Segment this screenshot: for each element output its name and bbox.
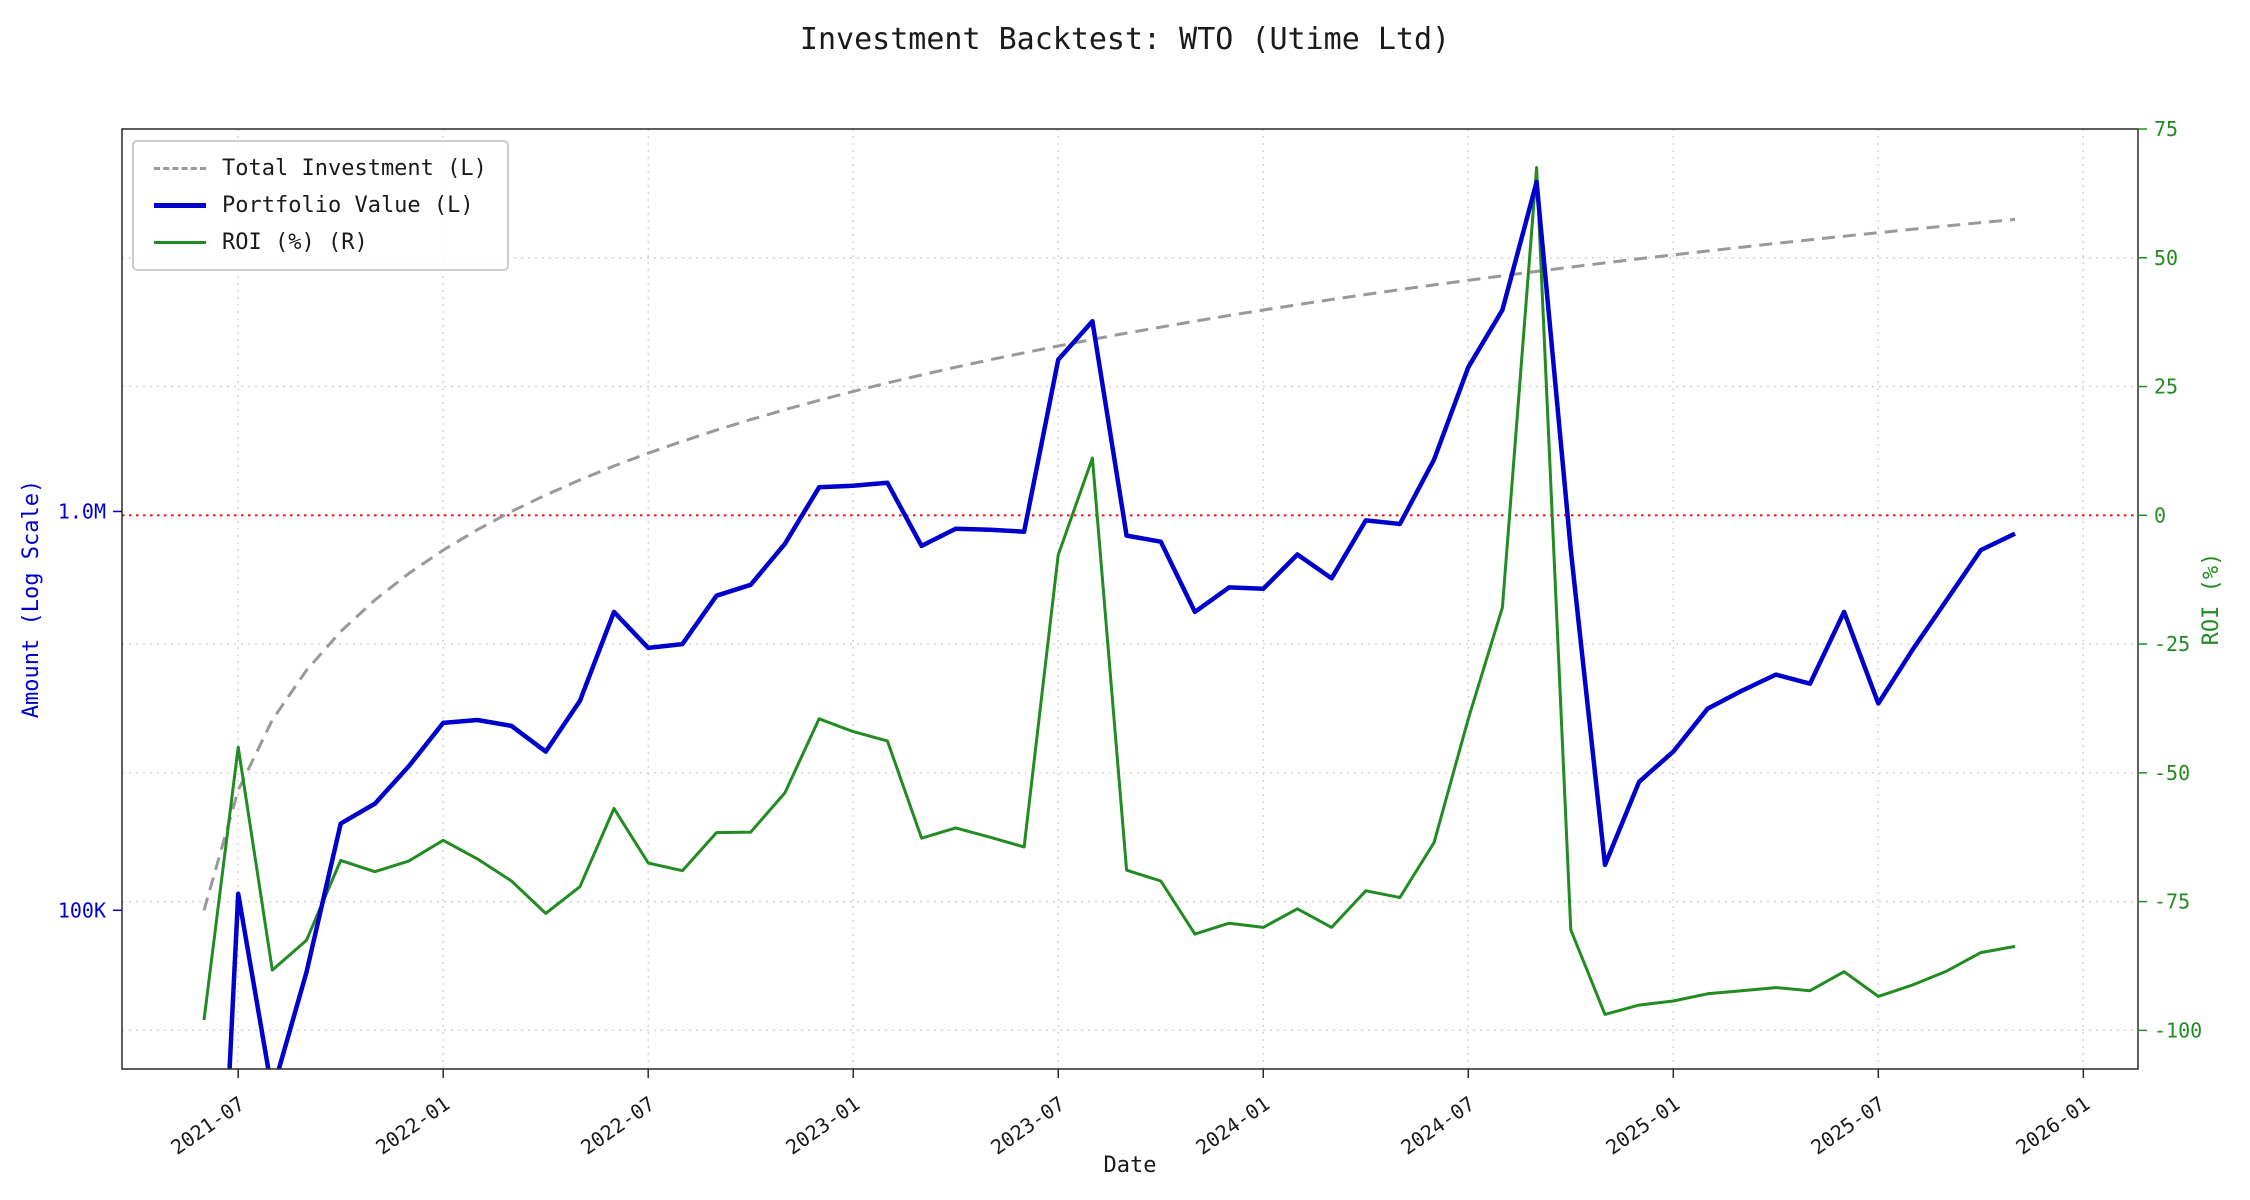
x-tick-label: 2022-07: [576, 1091, 659, 1159]
x-tick-label: 2025-01: [1601, 1091, 1684, 1159]
x-tick-label: 2023-07: [986, 1091, 1069, 1159]
left-tick-label: 100K: [58, 898, 106, 922]
right-tick-label: 50: [2154, 246, 2178, 270]
legend-label-portfolio-value: Portfolio Value (L): [222, 193, 474, 218]
right-tick-label: 0: [2154, 503, 2166, 527]
right-tick-label: 75: [2154, 117, 2178, 141]
roi-line: [202, 166, 2016, 1021]
left-axis-label: Amount (Log Scale): [19, 480, 44, 718]
x-tick-label: 2024-01: [1191, 1091, 1274, 1159]
right-tick-label: -100: [2154, 1018, 2202, 1042]
legend: Total Investment (L) Portfolio Value (L)…: [132, 140, 509, 271]
total-investment-line: [202, 217, 2016, 911]
x-tick-label: 2023-01: [781, 1091, 864, 1159]
series-group: [202, 166, 2016, 1069]
legend-item-portfolio-value: Portfolio Value (L): [154, 193, 487, 218]
legend-item-roi: ROI (%) (R): [154, 230, 487, 255]
x-tick-label: 2022-01: [371, 1091, 454, 1159]
right-tick-label: -75: [2154, 890, 2190, 914]
right-tick-label: 25: [2154, 375, 2178, 399]
plot-border: [121, 128, 2139, 1070]
right-tick-label: -25: [2154, 632, 2190, 656]
dashed-line-swatch-icon: [154, 167, 206, 170]
x-tick-label: 2024-07: [1396, 1091, 1479, 1159]
x-tick-label: 2025-07: [1806, 1091, 1889, 1159]
x-axis-label: Date: [1104, 1153, 1157, 1178]
legend-item-total-investment: Total Investment (L): [154, 156, 487, 181]
legend-label-total-investment: Total Investment (L): [222, 156, 487, 181]
solid-blue-line-swatch-icon: [154, 203, 206, 208]
portfolio-value-line: [227, 179, 2016, 1069]
right-axis-label: ROI (%): [2199, 553, 2224, 646]
legend-label-roi: ROI (%) (R): [222, 230, 368, 255]
x-tick-label: 2026-01: [2011, 1091, 2094, 1159]
chart-title: Investment Backtest: WTO (Utime Ltd): [799, 22, 1451, 57]
x-tick-label: 2021-07: [166, 1091, 249, 1159]
left-tick-label: 1.0M: [58, 499, 106, 523]
solid-green-line-swatch-icon: [154, 241, 206, 244]
right-tick-label: -50: [2154, 761, 2190, 785]
